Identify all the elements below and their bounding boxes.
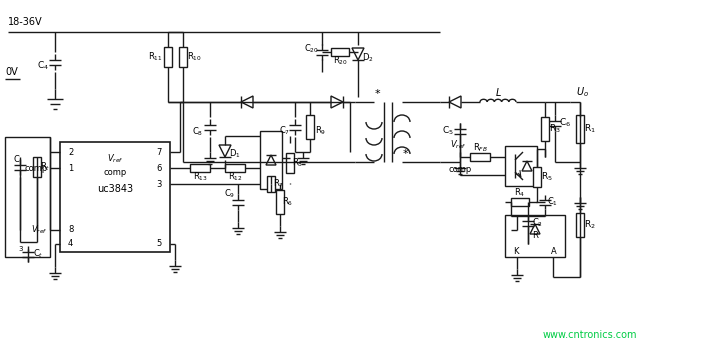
Text: 0V: 0V — [5, 67, 18, 77]
Bar — [533, 167, 541, 187]
Bar — [541, 117, 549, 141]
Text: www.cntronics.com: www.cntronics.com — [543, 330, 637, 340]
Bar — [276, 190, 284, 214]
Text: comp: comp — [103, 167, 127, 176]
Text: D$_2$: D$_2$ — [362, 52, 374, 64]
Text: R$_1$: R$_1$ — [584, 123, 596, 135]
Text: R$_7$: R$_7$ — [274, 178, 285, 190]
Polygon shape — [331, 96, 343, 108]
Text: 18-36V: 18-36V — [8, 17, 42, 27]
Text: C$_8$: C$_8$ — [192, 126, 204, 138]
Text: C$_7$: C$_7$ — [279, 125, 291, 137]
Text: R: R — [532, 231, 538, 240]
Text: R$_9$: R$_9$ — [315, 125, 327, 137]
Text: $V_{ref}$: $V_{ref}$ — [31, 224, 48, 236]
Text: C$_6$: C$_6$ — [559, 117, 571, 129]
Text: C$_2$: C$_2$ — [532, 217, 544, 229]
Polygon shape — [219, 145, 231, 157]
Text: $U_o$: $U_o$ — [575, 85, 588, 99]
Text: R$_2$: R$_2$ — [584, 219, 596, 231]
Text: *: * — [374, 89, 380, 99]
Text: 2: 2 — [68, 147, 74, 156]
Text: R$_6$: R$_6$ — [282, 196, 293, 208]
Polygon shape — [449, 96, 461, 108]
Bar — [164, 47, 172, 67]
Bar — [576, 213, 584, 237]
Bar — [505, 215, 565, 257]
Bar — [33, 157, 41, 177]
Text: R$_{12}$: R$_{12}$ — [228, 171, 243, 183]
Text: $L$: $L$ — [495, 86, 501, 98]
Polygon shape — [241, 96, 253, 108]
Bar — [225, 164, 245, 172]
Bar — [331, 48, 349, 56]
Text: R$_4$: R$_4$ — [514, 187, 526, 199]
Text: $V_{ref}$: $V_{ref}$ — [107, 153, 123, 165]
Bar — [511, 198, 529, 206]
Text: C$_1$: C$_1$ — [547, 196, 559, 208]
Polygon shape — [522, 161, 532, 171]
Text: C$_{20}$: C$_{20}$ — [303, 43, 318, 55]
Bar — [505, 146, 537, 186]
Text: 1: 1 — [68, 164, 74, 172]
Text: K: K — [513, 246, 518, 256]
Bar — [286, 153, 294, 173]
Text: R$_{11}$: R$_{11}$ — [148, 51, 163, 63]
Text: R$_8$: R$_8$ — [293, 157, 303, 169]
Text: R$_5$: R$_5$ — [541, 171, 553, 183]
Text: D$_1$: D$_1$ — [229, 148, 241, 160]
Bar — [306, 115, 314, 139]
Text: $V_{ref}$: $V_{ref}$ — [450, 139, 467, 151]
Bar — [576, 115, 584, 143]
Text: 4: 4 — [68, 240, 74, 248]
Polygon shape — [266, 155, 276, 165]
Text: R$_{FB}$: R$_{FB}$ — [472, 142, 487, 154]
Text: R$_t$: R$_t$ — [40, 161, 50, 173]
Text: *: * — [402, 149, 408, 159]
Bar — [179, 47, 187, 67]
Text: uc3843: uc3843 — [97, 184, 133, 194]
Text: R$_{20}$: R$_{20}$ — [332, 55, 347, 67]
Text: R$_{10}$: R$_{10}$ — [187, 51, 201, 63]
Text: C$_4$: C$_4$ — [37, 60, 49, 72]
Text: C$_t$: C$_t$ — [33, 248, 43, 260]
Text: comp: comp — [448, 165, 472, 174]
Bar — [267, 176, 275, 192]
Polygon shape — [352, 48, 364, 60]
Text: 3: 3 — [157, 180, 162, 188]
Text: R$_{13}$: R$_{13}$ — [192, 171, 207, 183]
Bar — [5, 137, 50, 257]
Bar — [260, 131, 282, 189]
Text: C$_9$: C$_9$ — [224, 188, 235, 200]
Text: A: A — [551, 246, 557, 256]
Text: 6: 6 — [157, 164, 162, 172]
Bar — [190, 164, 210, 172]
Bar — [470, 153, 490, 161]
Text: 7: 7 — [157, 147, 162, 156]
Text: C$_5$: C$_5$ — [442, 125, 454, 137]
Text: 3: 3 — [19, 246, 23, 252]
Text: R$_3$: R$_3$ — [549, 123, 561, 135]
Polygon shape — [530, 224, 540, 234]
Bar — [60, 142, 170, 252]
Text: C: C — [13, 155, 19, 164]
Text: comp: comp — [25, 164, 48, 172]
Text: 8: 8 — [68, 226, 74, 235]
Text: 5: 5 — [157, 240, 162, 248]
